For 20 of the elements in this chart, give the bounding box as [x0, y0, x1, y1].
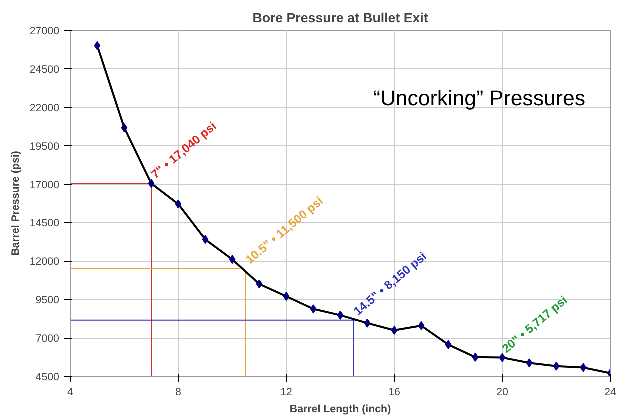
y-tick-label: 27000 [30, 26, 60, 38]
y-tick-label: 19500 [30, 140, 60, 153]
y-tick-label: 17000 [30, 179, 60, 192]
x-tick-label: 8 [176, 386, 182, 398]
y-tick-label: 14500 [30, 218, 60, 230]
y-tick-label: 12000 [30, 256, 60, 268]
x-tick-label: 16 [388, 386, 400, 398]
y-tick-label: 7000 [36, 333, 60, 346]
x-tick-label: 24 [604, 386, 616, 398]
annotation: “Uncorking” Pressures [373, 86, 586, 110]
y-tick-label: 24500 [30, 64, 60, 76]
y-axis-title: Barrel Pressure (psi) [10, 150, 22, 256]
y-tick-label: 9500 [36, 294, 60, 307]
x-tick-label: 12 [280, 386, 292, 398]
y-tick-label: 4500 [36, 372, 60, 384]
y-tick-label: 22000 [30, 102, 60, 114]
chart-title: Bore Pressure at Bullet Exit [252, 10, 429, 26]
x-axis-title: Barrel Length (inch) [290, 404, 392, 416]
x-tick-label: 20 [496, 386, 508, 398]
x-tick-label: 4 [68, 386, 74, 398]
